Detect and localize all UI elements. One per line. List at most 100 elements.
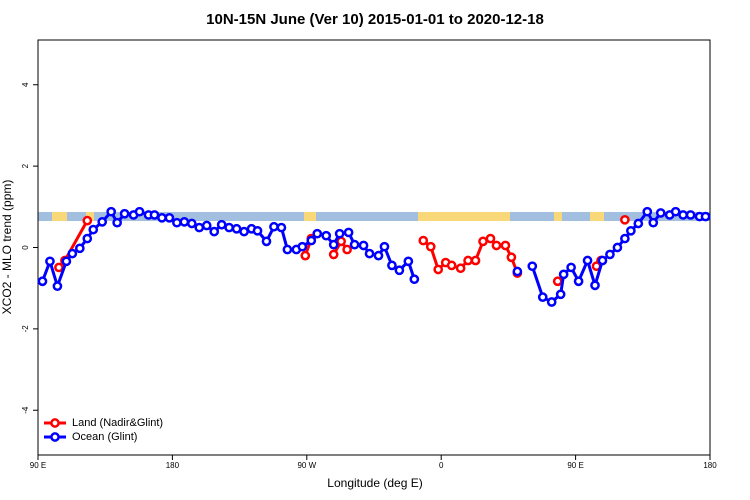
point <box>186 218 197 229</box>
point <box>52 281 63 292</box>
point <box>373 250 384 261</box>
point <box>633 218 644 229</box>
x-tick-label: 90 W <box>297 461 316 470</box>
point <box>500 240 511 251</box>
point <box>261 236 272 247</box>
x-axis-label: Longitude (deg E) <box>327 476 422 490</box>
y-tick-label: 4 <box>21 82 30 87</box>
point <box>37 276 48 287</box>
point <box>328 249 339 260</box>
point <box>306 235 317 246</box>
point <box>82 215 93 226</box>
point <box>387 260 397 271</box>
point <box>343 227 354 238</box>
point <box>252 225 263 236</box>
point <box>620 233 630 244</box>
point <box>620 214 630 225</box>
point <box>537 292 548 302</box>
y-tick-label: -2 <box>21 325 30 333</box>
plot-frame <box>37 39 711 456</box>
point <box>590 280 600 291</box>
point <box>312 228 323 239</box>
point <box>297 241 308 252</box>
legend-label: Land (Nadir&Glint) <box>72 417 163 429</box>
point <box>605 249 615 260</box>
point <box>358 240 369 251</box>
point <box>582 255 593 266</box>
point <box>300 250 311 261</box>
point <box>678 210 688 220</box>
point <box>485 233 496 244</box>
point <box>403 256 414 267</box>
x-tick-label: 180 <box>703 461 717 470</box>
point <box>321 230 332 241</box>
point <box>552 276 563 287</box>
series-line <box>59 220 625 273</box>
point <box>642 206 653 217</box>
point <box>364 248 375 259</box>
point <box>394 265 405 276</box>
legend-label: Ocean (Glint) <box>72 431 137 443</box>
point <box>491 240 502 251</box>
point <box>648 217 659 228</box>
point <box>119 208 130 219</box>
point <box>82 233 93 244</box>
point <box>478 236 488 247</box>
point <box>334 228 345 239</box>
point <box>463 255 473 266</box>
point <box>172 217 182 228</box>
x-tick-label: 0 <box>439 461 444 470</box>
point <box>342 244 352 255</box>
point <box>54 262 64 273</box>
point <box>573 276 584 287</box>
point <box>433 264 444 275</box>
point <box>506 252 517 263</box>
point <box>179 217 190 227</box>
point <box>612 242 623 253</box>
point <box>685 210 696 220</box>
point <box>655 208 666 218</box>
point <box>349 239 360 250</box>
y-tick-label: 2 <box>21 163 30 168</box>
point <box>231 223 242 234</box>
point <box>336 236 346 247</box>
point <box>269 221 279 232</box>
point <box>512 266 523 277</box>
point <box>276 222 287 233</box>
x-tick-label: 90 E <box>567 461 583 470</box>
point <box>470 255 481 266</box>
point <box>379 241 390 252</box>
point <box>558 269 569 280</box>
y-tick-label: 0 <box>21 245 30 250</box>
point <box>328 239 339 250</box>
legend-marker <box>50 432 60 442</box>
y-axis-label: XCO2 - MLO trend (ppm) <box>0 180 14 315</box>
point <box>134 206 145 217</box>
point <box>164 212 175 223</box>
point <box>409 274 420 285</box>
point <box>201 220 212 231</box>
point <box>224 222 234 233</box>
point <box>700 211 711 222</box>
x-tick-label: 180 <box>166 461 180 470</box>
point <box>597 255 608 266</box>
point <box>157 212 167 223</box>
point <box>61 256 72 267</box>
land-mask-strip <box>38 212 710 221</box>
point <box>97 217 108 227</box>
point <box>446 260 457 271</box>
legend-marker <box>50 418 60 428</box>
point <box>455 263 466 274</box>
point <box>626 225 636 236</box>
point <box>546 297 557 307</box>
point <box>149 210 160 220</box>
point <box>670 206 681 217</box>
point <box>194 222 205 233</box>
x-tick-label: 90 E <box>30 461 46 470</box>
point <box>67 248 78 259</box>
point <box>566 262 576 273</box>
point <box>112 217 122 228</box>
point <box>88 224 99 235</box>
y-tick-label: -4 <box>21 406 30 414</box>
